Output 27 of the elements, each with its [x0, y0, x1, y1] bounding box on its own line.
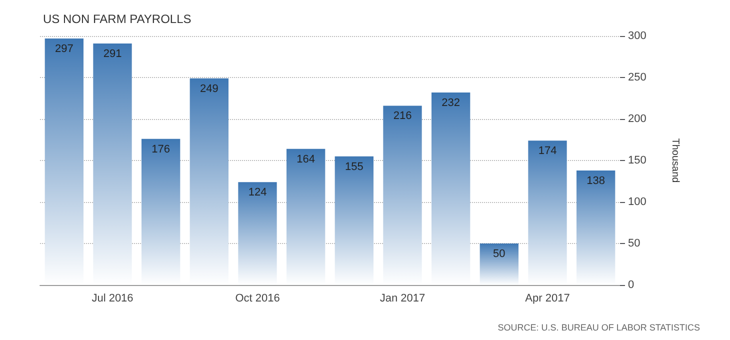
y-tick-label: 300	[628, 30, 646, 42]
source-note: SOURCE: U.S. BUREAU OF LABOR STATISTICS	[498, 322, 700, 332]
data-label: 50	[493, 248, 506, 260]
data-label: 176	[152, 143, 170, 156]
data-label: 138	[586, 174, 606, 187]
y-tick-label: 0	[628, 279, 634, 291]
bar	[480, 244, 518, 285]
data-label: 164	[296, 153, 316, 166]
y-tick-label: 50	[628, 238, 640, 250]
data-label: 216	[393, 110, 412, 122]
data-label: 249	[200, 82, 218, 95]
x-tick-label: Apr 2017	[525, 292, 570, 304]
data-label: 124	[248, 186, 267, 199]
data-label: 291	[103, 48, 122, 60]
x-tick-label: Jul 2016	[92, 292, 134, 304]
data-label: 174	[538, 145, 557, 158]
y-tick-label: 150	[628, 154, 646, 166]
y-tick-label: 100	[628, 196, 646, 208]
chart-title: US NON FARM PAYROLLS	[43, 12, 192, 26]
x-tick-label: Jan 2017	[380, 292, 426, 304]
y-tick-label: 250	[628, 72, 646, 84]
y-axis-title: Thousand	[670, 138, 680, 183]
x-tick-label: Oct 2016	[235, 292, 280, 304]
data-label: 297	[54, 42, 74, 55]
data-label: 155	[344, 160, 364, 173]
y-tick-label: 200	[628, 113, 646, 125]
data-label: 232	[442, 96, 460, 109]
